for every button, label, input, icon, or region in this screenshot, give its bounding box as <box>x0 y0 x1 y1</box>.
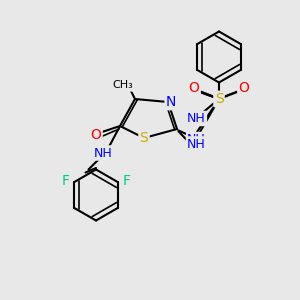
Text: NH: NH <box>187 137 206 151</box>
Text: NH: NH <box>187 112 206 125</box>
Text: F: F <box>61 174 70 188</box>
Text: S: S <box>140 131 148 145</box>
Text: F: F <box>122 174 130 188</box>
Text: NH: NH <box>187 133 206 146</box>
Text: O: O <box>91 128 101 142</box>
Text: CH₃: CH₃ <box>112 80 134 91</box>
Text: N: N <box>166 95 176 109</box>
Text: S: S <box>214 92 224 106</box>
Text: NH: NH <box>94 146 113 160</box>
Text: O: O <box>238 82 249 95</box>
Text: O: O <box>189 82 200 95</box>
